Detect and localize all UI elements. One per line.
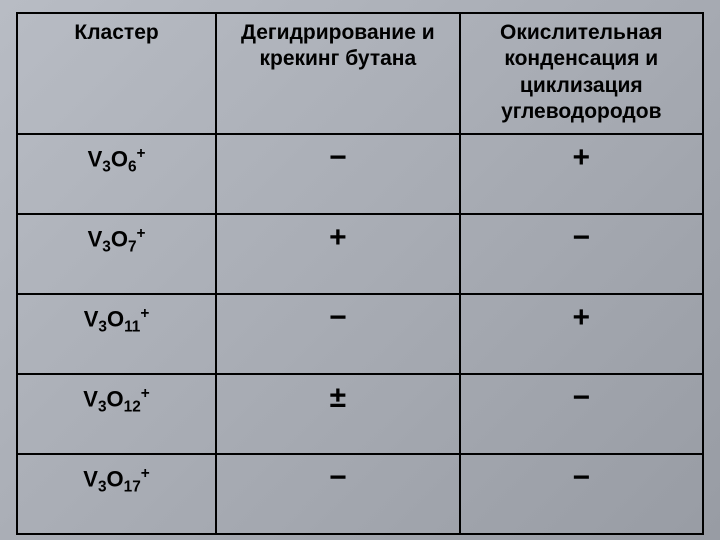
- table-body: V3O6+ − + V3O7+ + − V3O11+ − + V3O12+ ± …: [17, 134, 703, 534]
- reaction1-value: ±: [216, 374, 459, 454]
- header-oxidative: Окислительная конденсация и циклизация у…: [460, 13, 703, 134]
- reaction1-value: −: [216, 134, 459, 214]
- table-row: V3O17+ − −: [17, 454, 703, 534]
- table-row: V3O11+ − +: [17, 294, 703, 374]
- table-row: V3O12+ ± −: [17, 374, 703, 454]
- header-dehydrogenation: Дегидрирование и крекинг бутана: [216, 13, 459, 134]
- table-row: V3O6+ − +: [17, 134, 703, 214]
- reaction2-value: −: [460, 454, 703, 534]
- table-row: V3O7+ + −: [17, 214, 703, 294]
- reaction2-value: +: [460, 134, 703, 214]
- reaction2-value: −: [460, 374, 703, 454]
- reaction1-value: −: [216, 454, 459, 534]
- cluster-formula: V3O6+: [17, 134, 216, 214]
- reaction1-value: +: [216, 214, 459, 294]
- cluster-formula: V3O7+: [17, 214, 216, 294]
- cluster-formula: V3O12+: [17, 374, 216, 454]
- cluster-reaction-table: Кластер Дегидрирование и крекинг бутана …: [16, 12, 704, 535]
- reaction1-value: −: [216, 294, 459, 374]
- table-header-row: Кластер Дегидрирование и крекинг бутана …: [17, 13, 703, 134]
- cluster-formula: V3O17+: [17, 454, 216, 534]
- reaction2-value: −: [460, 214, 703, 294]
- cluster-formula: V3O11+: [17, 294, 216, 374]
- header-cluster: Кластер: [17, 13, 216, 134]
- reaction2-value: +: [460, 294, 703, 374]
